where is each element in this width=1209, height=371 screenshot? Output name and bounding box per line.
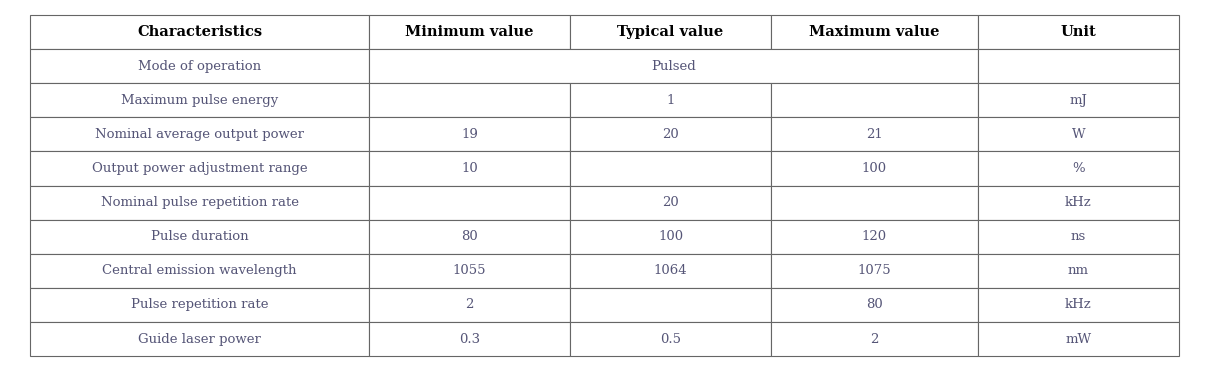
- Text: Minimum value: Minimum value: [405, 25, 534, 39]
- Text: kHz: kHz: [1065, 298, 1092, 312]
- Text: Nominal pulse repetition rate: Nominal pulse repetition rate: [100, 196, 299, 209]
- Bar: [30, 83, 369, 117]
- Text: Pulse duration: Pulse duration: [151, 230, 248, 243]
- Bar: [978, 117, 1179, 151]
- Bar: [369, 15, 571, 49]
- Text: mW: mW: [1065, 332, 1092, 346]
- Text: Unit: Unit: [1060, 25, 1097, 39]
- Bar: [978, 322, 1179, 356]
- Text: Maximum pulse energy: Maximum pulse energy: [121, 93, 278, 107]
- Bar: [771, 15, 978, 49]
- Text: 2: 2: [870, 332, 879, 346]
- Bar: [978, 220, 1179, 254]
- Bar: [30, 15, 369, 49]
- Bar: [978, 288, 1179, 322]
- Text: Pulsed: Pulsed: [650, 59, 696, 73]
- Bar: [369, 151, 571, 186]
- Text: 1075: 1075: [857, 264, 891, 278]
- Bar: [369, 83, 571, 117]
- Text: 80: 80: [461, 230, 478, 243]
- Bar: [369, 254, 571, 288]
- Text: kHz: kHz: [1065, 196, 1092, 209]
- Text: 19: 19: [461, 128, 478, 141]
- Bar: [978, 254, 1179, 288]
- Text: %: %: [1072, 162, 1084, 175]
- Bar: [30, 220, 369, 254]
- Bar: [771, 254, 978, 288]
- Bar: [978, 186, 1179, 220]
- Text: Guide laser power: Guide laser power: [138, 332, 261, 346]
- Text: 2: 2: [465, 298, 474, 312]
- Bar: [771, 83, 978, 117]
- Text: 0.3: 0.3: [459, 332, 480, 346]
- Bar: [369, 186, 571, 220]
- Text: 10: 10: [461, 162, 478, 175]
- Text: 100: 100: [658, 230, 683, 243]
- Text: 1: 1: [666, 93, 675, 107]
- Bar: [978, 151, 1179, 186]
- Text: Characteristics: Characteristics: [137, 25, 262, 39]
- Bar: [771, 186, 978, 220]
- Text: Central emission wavelength: Central emission wavelength: [103, 264, 297, 278]
- Text: 1064: 1064: [654, 264, 688, 278]
- Bar: [369, 117, 571, 151]
- Bar: [571, 151, 771, 186]
- Bar: [369, 322, 571, 356]
- Bar: [771, 288, 978, 322]
- Bar: [978, 49, 1179, 83]
- Bar: [571, 117, 771, 151]
- Bar: [30, 49, 369, 83]
- Text: 80: 80: [866, 298, 883, 312]
- Text: Typical value: Typical value: [618, 25, 724, 39]
- Text: 21: 21: [866, 128, 883, 141]
- Text: 0.5: 0.5: [660, 332, 681, 346]
- Text: nm: nm: [1068, 264, 1089, 278]
- Text: Maximum value: Maximum value: [809, 25, 939, 39]
- Bar: [30, 117, 369, 151]
- Text: Nominal average output power: Nominal average output power: [96, 128, 305, 141]
- Bar: [771, 151, 978, 186]
- Bar: [30, 151, 369, 186]
- Bar: [30, 288, 369, 322]
- Text: 100: 100: [862, 162, 887, 175]
- Bar: [978, 83, 1179, 117]
- Bar: [771, 322, 978, 356]
- Bar: [571, 220, 771, 254]
- Text: W: W: [1071, 128, 1086, 141]
- Text: ns: ns: [1071, 230, 1086, 243]
- Bar: [571, 15, 771, 49]
- Text: Pulse repetition rate: Pulse repetition rate: [131, 298, 268, 312]
- Text: mJ: mJ: [1069, 93, 1087, 107]
- Text: 20: 20: [663, 128, 679, 141]
- Text: Mode of operation: Mode of operation: [138, 59, 261, 73]
- Bar: [369, 220, 571, 254]
- Bar: [30, 254, 369, 288]
- Text: Output power adjustment range: Output power adjustment range: [92, 162, 307, 175]
- Bar: [369, 49, 978, 83]
- Bar: [571, 288, 771, 322]
- Bar: [30, 322, 369, 356]
- Text: 20: 20: [663, 196, 679, 209]
- Bar: [571, 83, 771, 117]
- Text: 120: 120: [862, 230, 887, 243]
- Bar: [771, 220, 978, 254]
- Bar: [369, 288, 571, 322]
- Bar: [978, 15, 1179, 49]
- Bar: [30, 186, 369, 220]
- Text: 1055: 1055: [453, 264, 486, 278]
- Bar: [571, 254, 771, 288]
- Bar: [571, 186, 771, 220]
- Bar: [771, 117, 978, 151]
- Bar: [571, 322, 771, 356]
